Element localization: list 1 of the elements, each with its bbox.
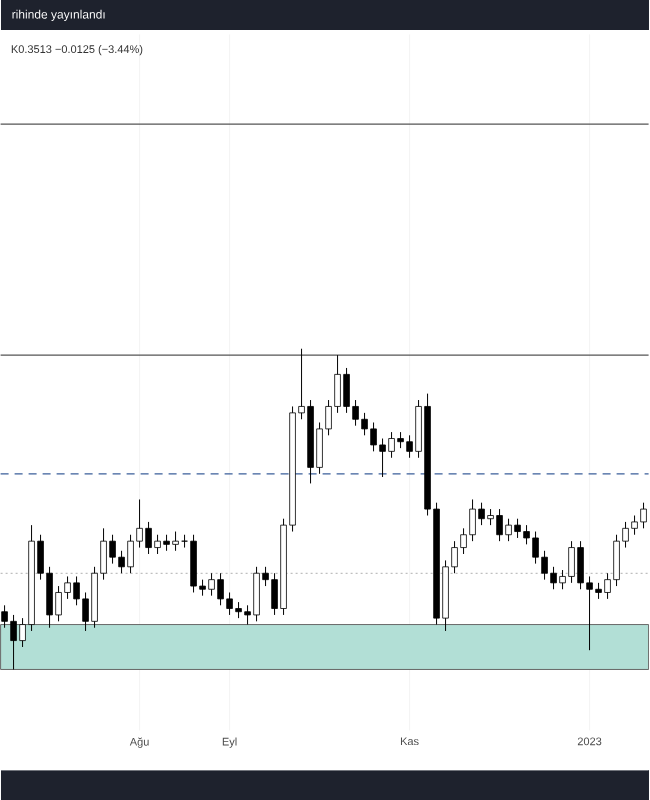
candlestick [190, 534, 198, 593]
